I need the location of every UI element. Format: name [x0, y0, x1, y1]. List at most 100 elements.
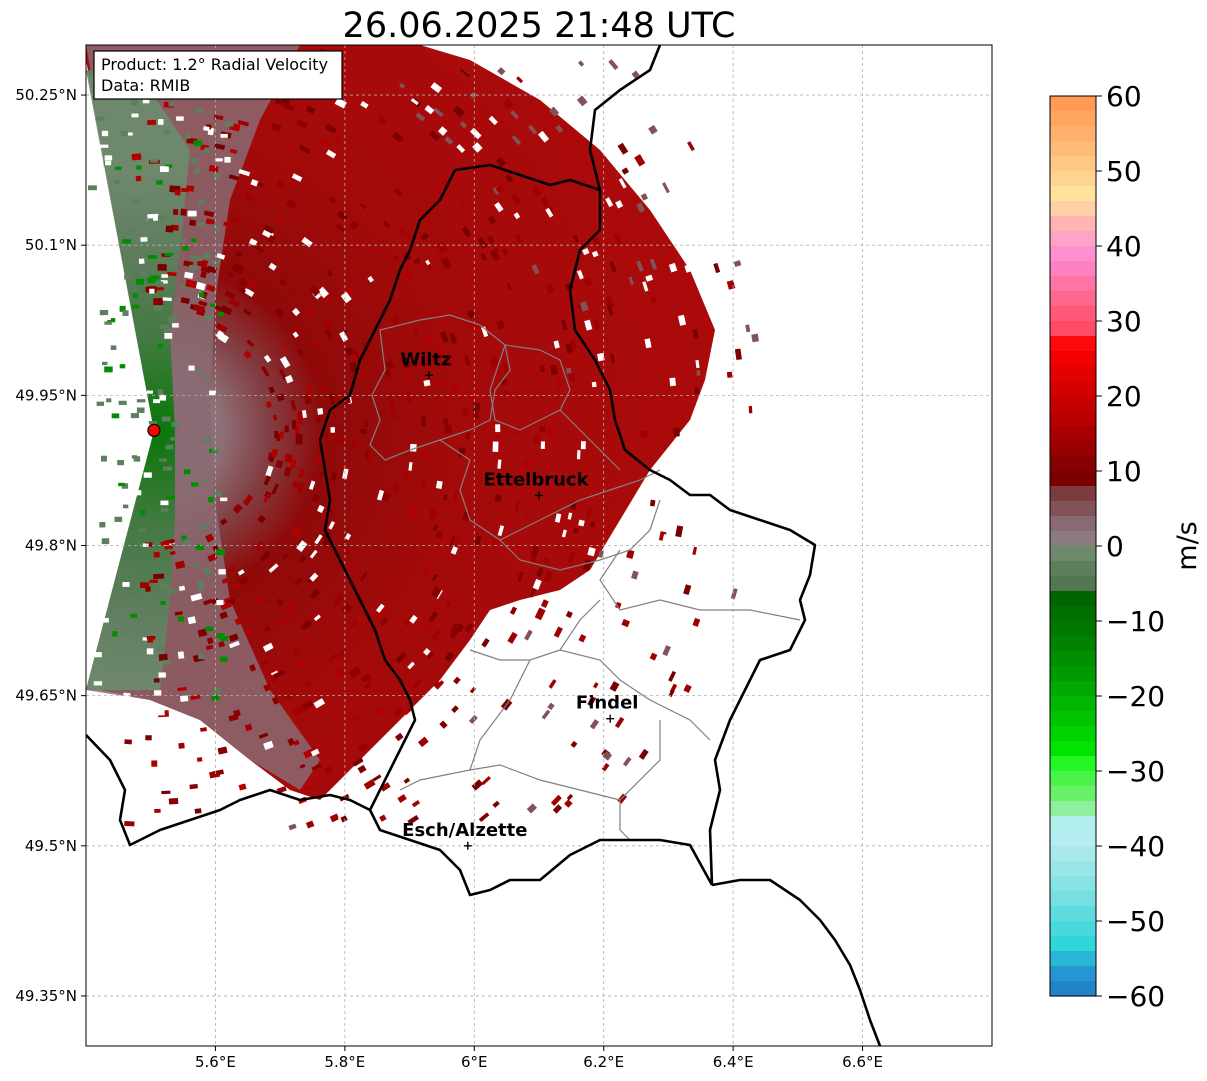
radar-pixel — [127, 132, 133, 136]
radar-pixel — [216, 600, 224, 606]
radar-pixel — [284, 603, 295, 614]
radar-pixel — [170, 437, 177, 441]
radar-pixel — [138, 528, 147, 532]
radar-pixel — [303, 784, 314, 791]
radar-pixel — [282, 342, 289, 350]
radar-pixel — [417, 736, 429, 748]
radar-pixel — [119, 305, 126, 312]
radar-pixel — [431, 773, 442, 783]
radar-pixel — [579, 301, 589, 312]
radar-pixel — [165, 225, 174, 233]
radar-pixel — [195, 256, 203, 262]
radar-pixel — [713, 262, 721, 274]
radar-pixel — [106, 398, 112, 403]
radar-pixel — [263, 475, 272, 486]
radar-pixel — [115, 166, 122, 170]
radar-pixel — [420, 479, 426, 489]
radar-pixel — [413, 328, 419, 336]
radar-pixel — [205, 626, 214, 632]
radar-pixel — [184, 271, 194, 279]
radar-pixel — [428, 130, 441, 142]
radar-pixel — [273, 414, 278, 421]
radar-pixel — [157, 264, 167, 271]
radar-pixel — [142, 543, 149, 547]
map-title: 26.06.2025 21:48 UTC — [343, 6, 736, 46]
radar-pixel — [399, 82, 406, 89]
radar-pixel — [531, 185, 542, 197]
radar-pixel — [444, 136, 454, 146]
france-germany-border — [711, 878, 882, 1046]
radar-pixel — [101, 361, 108, 366]
radar-pixel — [179, 285, 185, 289]
radar-pixel — [631, 570, 639, 580]
colorbar-tick-label: −50 — [1106, 905, 1165, 938]
radar-pixel — [342, 468, 349, 480]
radar-pixel — [169, 551, 176, 556]
city-marker: Ettelbruck — [483, 469, 590, 500]
y-tick-label: 50.25°N — [15, 86, 77, 104]
radar-pixel — [497, 67, 506, 76]
radar-pixel — [359, 571, 369, 582]
radar-pixel — [249, 664, 257, 672]
radar-pixel — [99, 309, 109, 316]
radar-pixel — [661, 534, 670, 546]
radar-pixel — [114, 516, 123, 522]
radar-pixel — [334, 667, 345, 678]
cities: Wiltz Ettelbruck Findel Esch/Alzette — [400, 349, 638, 850]
radar-pixel — [309, 549, 318, 559]
radar-pixel — [492, 441, 499, 452]
radar-pixel — [510, 193, 521, 205]
colorbar-band — [1050, 876, 1096, 892]
radar-pixel — [153, 298, 164, 306]
radar-pixel — [104, 366, 113, 373]
radar-pixel — [330, 427, 335, 433]
radar-pixel — [450, 382, 459, 393]
colorbar-tick-label: −40 — [1106, 830, 1165, 863]
radar-pixel — [363, 778, 376, 790]
radar-pixel — [237, 575, 249, 586]
colorbar-band — [1050, 681, 1096, 697]
radar-pixel — [188, 365, 195, 371]
radar-pixel — [440, 257, 452, 270]
radar-pixel — [372, 774, 382, 782]
radar-pixel — [287, 737, 295, 747]
radar-pixel — [150, 275, 160, 280]
radar-pixel — [197, 580, 204, 587]
radar-pixel — [194, 808, 202, 814]
radar-pixel — [551, 66, 561, 76]
radar-pixel — [104, 321, 112, 325]
radar-pixel — [203, 210, 215, 218]
radar-pixel — [118, 482, 125, 487]
velocity-field — [86, 45, 759, 832]
radar-pixel — [280, 618, 289, 626]
radar-pixel — [260, 659, 269, 667]
radar-pixel — [567, 512, 573, 520]
radar-pixel — [311, 493, 321, 503]
radar-pixel — [242, 494, 254, 507]
radar-pixel — [597, 352, 605, 362]
radar-pixel — [146, 648, 154, 655]
radar-pixel — [450, 546, 459, 555]
radar-pixel — [208, 496, 214, 503]
radar-pixel — [212, 769, 224, 776]
radar-pixel — [131, 304, 140, 309]
radar-pixel — [683, 584, 692, 595]
radar-pixel — [412, 257, 422, 266]
radar-pixel — [445, 600, 452, 608]
radar-pixel — [402, 372, 411, 384]
radar-pixel — [668, 670, 677, 682]
colorbar-band — [1050, 891, 1096, 907]
radar-pixel — [392, 254, 400, 262]
radar-pixel — [142, 99, 150, 104]
colorbar-band — [1050, 591, 1096, 607]
radar-pixel — [407, 815, 420, 825]
radar-pixel — [668, 689, 675, 698]
radar-pixel — [204, 315, 214, 321]
radar-pixel — [164, 252, 173, 257]
country-borders — [86, 45, 882, 1046]
radar-pixel — [166, 495, 176, 499]
radar-pixel — [339, 331, 349, 342]
colorbar-band — [1050, 816, 1096, 832]
radar-pixel — [131, 198, 140, 205]
radar-pixel — [270, 122, 282, 133]
